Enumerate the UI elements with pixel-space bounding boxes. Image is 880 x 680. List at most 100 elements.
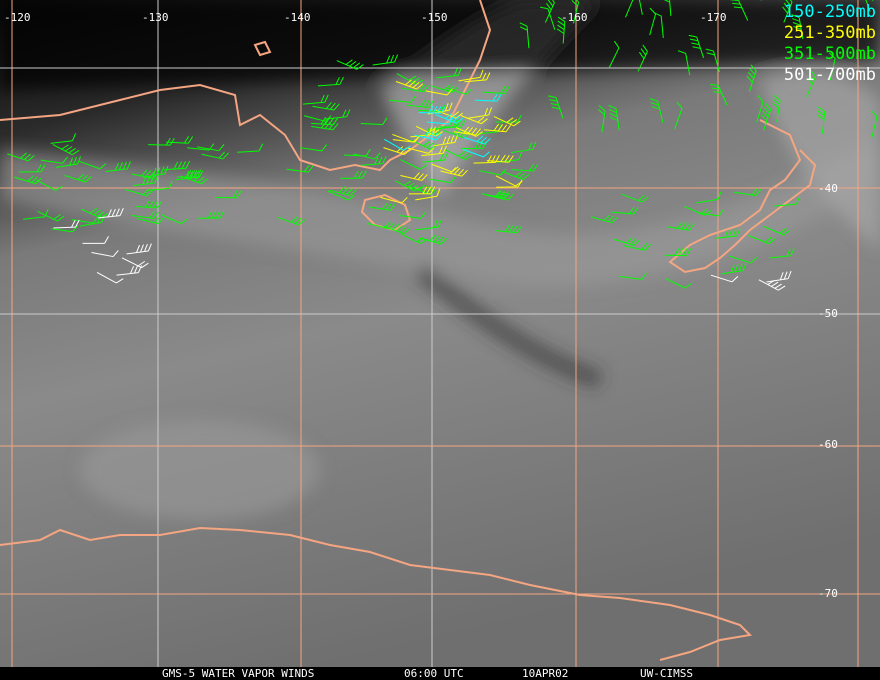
wind-barb	[400, 172, 428, 181]
wind-barb	[460, 115, 488, 125]
longitude-label: -120	[4, 11, 31, 24]
time-label: 06:00 UTC	[404, 667, 464, 680]
wind-barb	[302, 94, 329, 105]
wind-barb	[353, 152, 381, 160]
wind-barb	[649, 98, 664, 123]
wind-barb	[571, 0, 580, 24]
wind-barb	[495, 224, 523, 234]
wind-barb	[131, 211, 159, 220]
longitude-label: -140	[284, 11, 311, 24]
wind-barb	[662, 0, 672, 17]
wind-barb	[79, 160, 107, 170]
wind-barb	[511, 141, 537, 154]
wind-barb	[215, 190, 242, 199]
wind-barb	[608, 40, 620, 68]
wind-barb	[455, 127, 483, 137]
wind-barb	[637, 0, 643, 15]
wind-barb	[502, 170, 530, 181]
wind-barb	[464, 72, 491, 83]
latitude-label: -70	[818, 587, 838, 600]
latitude-label: -40	[818, 182, 838, 195]
wind-barb	[768, 248, 795, 259]
longitude-labels: -120 -130 -140 -150 -160 -170	[4, 11, 727, 24]
wind-barb	[166, 136, 194, 144]
wind-barb	[772, 94, 781, 123]
wind-barb	[548, 95, 564, 119]
wind-barb	[121, 257, 149, 269]
wind-barb	[40, 156, 68, 164]
island	[253, 40, 272, 57]
wind-barb	[782, 0, 793, 23]
wind-barb	[201, 151, 229, 160]
wind-barb	[136, 216, 165, 225]
wind-barb	[164, 160, 191, 171]
legend-item: 150-250mb	[783, 2, 876, 22]
wind-barb	[688, 34, 705, 59]
wind-barb	[426, 117, 454, 125]
date-label: 10APR02	[522, 667, 569, 680]
wind-barb	[519, 22, 530, 49]
longitude-label: -160	[561, 11, 588, 24]
wind-barb	[398, 211, 427, 219]
longitude-label: -130	[142, 11, 169, 24]
wind-barb	[619, 272, 647, 280]
wind-barb	[277, 216, 306, 226]
wind-barb	[433, 134, 459, 147]
wind-barb	[425, 88, 453, 96]
wind-barb	[466, 107, 493, 119]
wind-barb	[340, 170, 367, 179]
wind-barb	[637, 44, 648, 72]
wind-barb	[667, 221, 695, 231]
wind-barb	[734, 188, 762, 197]
wind-barb	[53, 219, 80, 229]
wind-barb	[406, 99, 434, 108]
wind-barb	[98, 208, 124, 219]
satellite-title: GMS-5 WATER VAPOR WINDS	[162, 667, 315, 680]
wind-barb	[37, 210, 65, 222]
wind-barb	[394, 180, 422, 192]
wind-barb	[395, 79, 424, 90]
wind-barb	[664, 277, 692, 289]
wind-barb	[175, 169, 202, 181]
wind-barb	[870, 110, 878, 138]
wind-barb	[674, 101, 683, 130]
wind-barb	[116, 265, 143, 276]
new-zealand-coast	[668, 119, 817, 274]
wind-barb	[176, 170, 204, 179]
coastlines	[0, 0, 817, 661]
wind-barb	[91, 250, 119, 258]
wind-barb	[147, 180, 173, 191]
wind-barb	[382, 223, 411, 235]
wind-barb	[389, 95, 417, 103]
wind-barb	[556, 16, 566, 44]
wind-barb	[486, 191, 514, 201]
wind-barb	[625, 0, 635, 18]
wind-barb	[608, 105, 620, 131]
wind-barb	[407, 147, 435, 154]
wind-barb	[312, 102, 340, 111]
australia-coast	[0, 0, 492, 172]
wind-barb	[324, 109, 351, 120]
wind-barb	[428, 176, 457, 184]
wind-barb	[408, 186, 436, 195]
wind-barb	[440, 167, 468, 177]
wind-barb	[758, 279, 786, 291]
wind-barb	[317, 76, 344, 87]
wind-barb	[748, 234, 776, 245]
tasmania-coast	[360, 193, 412, 232]
pressure-legend: 150-250mb 251-350mb 351-500mb 501-700mb	[784, 2, 876, 86]
latitude-labels: -40 -50 -60 -70	[818, 182, 838, 600]
wind-barb	[372, 54, 399, 66]
wind-barbs	[7, 0, 880, 291]
wind-barb	[384, 138, 411, 151]
wind-barb	[763, 225, 791, 236]
wind-barb	[197, 144, 225, 152]
wind-barb	[410, 139, 438, 150]
wind-barb	[415, 188, 441, 201]
longitude-label: -170	[700, 11, 727, 24]
wind-barb	[105, 161, 131, 173]
wind-barb	[430, 84, 459, 93]
wind-barb	[360, 156, 387, 166]
